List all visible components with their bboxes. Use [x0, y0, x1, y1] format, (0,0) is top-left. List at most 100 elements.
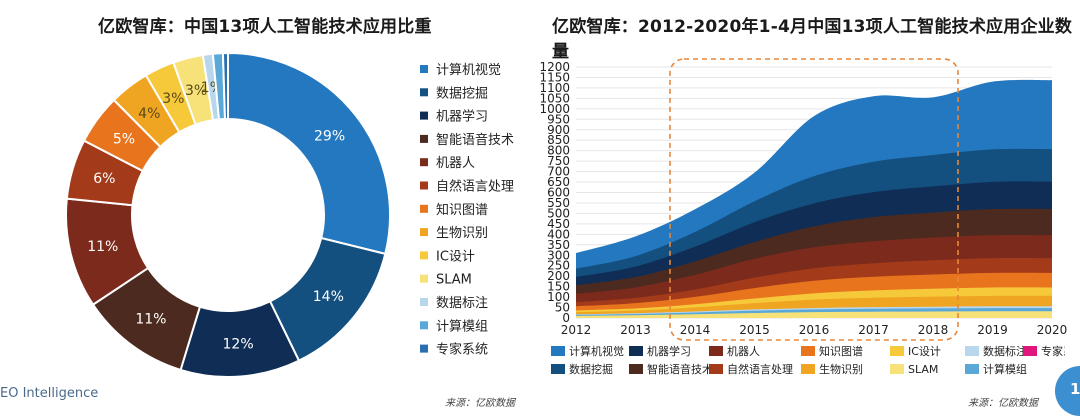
legend-swatch-3 [420, 134, 428, 143]
y-tick-8: 400 [547, 227, 570, 241]
x-tick-1: 2013 [620, 323, 651, 337]
area-legend-swatch-6 [1023, 346, 1037, 356]
y-tick-0: 0 [562, 311, 570, 325]
y-tick-20: 1000 [540, 102, 570, 116]
area-legend-label-6: 专家系统 [1041, 344, 1065, 358]
legend-label-2: 机器学习 [436, 109, 488, 125]
source-left: 来源：亿欧数据 [445, 398, 515, 409]
area-legend-swatch-12 [965, 364, 979, 374]
area-legend-label-10: 生物识别 [819, 362, 863, 376]
legend-swatch-11 [420, 321, 428, 330]
y-tick-16: 800 [547, 144, 570, 158]
legend-label-3: 智能语音技术 [436, 132, 514, 148]
area-legend-swatch-11 [890, 364, 904, 374]
y-tick-22: 1100 [540, 81, 570, 95]
x-tick-5: 2017 [858, 323, 889, 337]
y-tick-11: 550 [547, 196, 570, 210]
area-legend-swatch-0 [551, 346, 565, 356]
legend-swatch-6 [420, 204, 428, 213]
legend-label-9: SLAM [436, 273, 472, 288]
donut-label-9: 3% [185, 83, 207, 99]
y-tick-18: 900 [547, 123, 570, 137]
legend-swatch-8 [420, 251, 428, 260]
area-legend-label-4: IC设计 [908, 345, 941, 358]
donut-label-2: 12% [223, 337, 254, 353]
legend-label-12: 专家系统 [436, 342, 488, 358]
y-tick-23: 1150 [540, 70, 570, 84]
area-legend-label-1: 机器学习 [647, 344, 691, 358]
y-tick-14: 700 [547, 165, 570, 179]
donut-label-4: 11% [87, 239, 118, 255]
area-legend-swatch-5 [965, 346, 979, 356]
y-tick-2: 100 [547, 290, 570, 304]
right-chart-title: 亿欧智库：2012-2020年1-4月中国13项人工智能技术应用企业数量 [552, 17, 1073, 62]
y-tick-5: 250 [547, 259, 570, 273]
y-tick-15: 750 [547, 154, 570, 168]
area-legend-swatch-9 [709, 364, 723, 374]
page-number: 14 [1070, 380, 1080, 398]
area-chart: 0501001502002503003504004505005506006507… [540, 58, 1068, 341]
legend-label-1: 数据挖掘 [436, 86, 488, 101]
area-legend-label-7: 数据挖掘 [569, 362, 613, 376]
x-tick-8: 2020 [1037, 323, 1068, 337]
y-tick-21: 1050 [540, 91, 570, 105]
donut-label-5: 6% [93, 171, 115, 187]
donut-label-6: 5% [113, 132, 135, 148]
x-tick-6: 2018 [918, 323, 949, 337]
source-right: 来源：亿欧数据 [968, 398, 1038, 409]
legend-swatch-7 [420, 228, 428, 237]
legend-label-0: 计算机视觉 [436, 63, 501, 78]
legend-label-8: IC设计 [436, 249, 475, 264]
legend-label-6: 知识图谱 [436, 202, 488, 218]
legend-label-11: 计算模组 [436, 319, 488, 334]
area-legend-label-5: 数据标注 [983, 344, 1027, 358]
y-tick-17: 850 [547, 133, 570, 147]
area-legend-swatch-10 [801, 364, 815, 374]
y-tick-13: 650 [547, 175, 570, 189]
area-series-0 [576, 311, 1052, 318]
y-tick-10: 500 [547, 206, 570, 220]
area-legend-label-0: 计算机视觉 [569, 344, 624, 358]
y-tick-9: 450 [547, 217, 570, 231]
x-tick-7: 2019 [977, 323, 1008, 337]
x-tick-2: 2014 [680, 323, 711, 337]
area-legend-label-9: 自然语言处理 [727, 362, 793, 376]
area-legend-label-2: 机器人 [727, 344, 760, 358]
legend-swatch-1 [420, 88, 428, 97]
donut-label-1: 14% [313, 289, 344, 305]
y-tick-6: 300 [547, 248, 570, 262]
area-legend: 计算机视觉 机器学习 机器人 知识图谱 IC设计 数据标注专家系统数据挖掘 智能语音技术自然… [551, 344, 1065, 376]
y-tick-7: 350 [547, 238, 570, 252]
area-legend-swatch-7 [551, 364, 565, 374]
x-tick-3: 2015 [739, 323, 770, 337]
donut-label-0: 29% [314, 128, 345, 144]
area-legend-swatch-2 [709, 346, 723, 356]
left-chart-title: 亿欧智库：中国13项人工智能技术应用比重 [98, 17, 432, 37]
x-tick-4: 2016 [799, 323, 830, 337]
legend-label-4: 机器人 [436, 156, 475, 171]
donut-chart: 29%14%12%11%11%6%5%4%3%3%1% [65, 51, 391, 378]
legend-swatch-5 [420, 181, 428, 190]
legend-swatch-2 [420, 111, 428, 120]
area-legend-swatch-4 [890, 346, 904, 356]
area-legend-label-12: 计算模组 [983, 362, 1027, 376]
legend-swatch-12 [420, 344, 428, 353]
legend-swatch-10 [420, 298, 428, 306]
donut-label-7: 4% [138, 106, 160, 122]
legend-label-7: 生物识别 [436, 226, 488, 241]
y-tick-3: 150 [547, 280, 570, 294]
legend-label-5: 自然语言处理 [436, 179, 514, 195]
legend-swatch-0 [420, 65, 428, 73]
area-legend-label-8: 智能语音技术 [647, 362, 713, 376]
y-tick-19: 950 [547, 112, 570, 126]
legend-swatch-4 [420, 158, 428, 167]
y-tick-1: 50 [555, 301, 570, 315]
y-tick-4: 200 [547, 269, 570, 283]
donut-slice-12 [221, 51, 229, 121]
brand-text: EO Intelligence [0, 386, 99, 401]
area-legend-swatch-3 [801, 346, 815, 356]
legend-swatch-9 [420, 274, 428, 283]
donut-slice-0 [227, 51, 391, 256]
x-tick-0: 2012 [561, 323, 592, 337]
